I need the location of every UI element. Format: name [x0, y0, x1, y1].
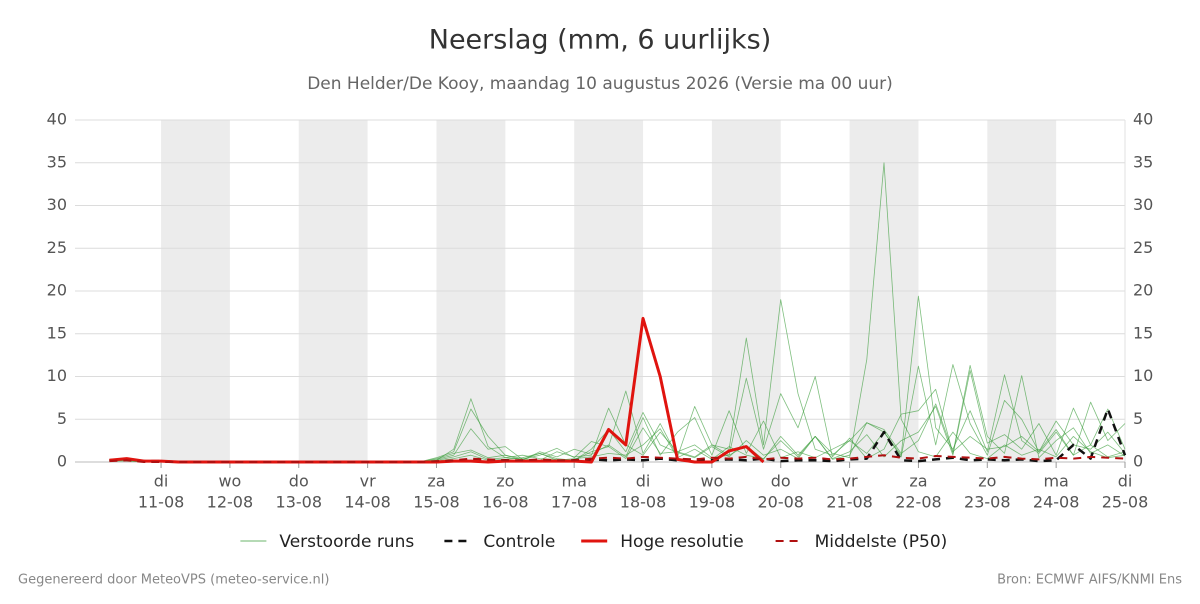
y-tick-label: 15 — [47, 323, 67, 342]
x-tick-day: ma — [1043, 472, 1068, 491]
x-tick-label: 16-08 — [482, 493, 529, 512]
x-tick-day: do — [289, 472, 309, 491]
x-tick-day: wo — [218, 472, 241, 491]
x-tick-label: 20-08 — [757, 493, 804, 512]
y2-tick-label: 0 — [1133, 452, 1143, 471]
x-tick-label: 25-08 — [1102, 493, 1149, 512]
chart-subtitle: Den Helder/De Kooy, maandag 10 augustus … — [307, 74, 893, 94]
x-tick-label: 24-08 — [1033, 493, 1080, 512]
x-tick-day: di — [1118, 472, 1133, 491]
legend-label: Verstoorde runs — [279, 532, 414, 552]
x-tick-label: 12-08 — [207, 493, 254, 512]
x-tick-label: 19-08 — [689, 493, 736, 512]
y2-tick-label: 40 — [1133, 110, 1153, 129]
y-tick-label: 5 — [57, 409, 67, 428]
x-tick-day: do — [771, 472, 791, 491]
x-tick-day: ma — [561, 472, 586, 491]
x-tick-label: 15-08 — [413, 493, 460, 512]
x-tick-label: 23-08 — [964, 493, 1011, 512]
legend-label: Hoge resolutie — [620, 532, 744, 552]
x-tick-day: za — [427, 472, 445, 491]
x-tick-label: 11-08 — [138, 493, 185, 512]
legend-label: Middelste (P50) — [815, 532, 948, 552]
y-tick-label: 10 — [47, 366, 67, 385]
footer-right: Bron: ECMWF AIFS/KNMI Ens — [997, 573, 1182, 588]
x-tick-label: 18-08 — [620, 493, 667, 512]
x-tick-day: vr — [842, 472, 858, 491]
x-tick-day: zo — [978, 472, 996, 491]
y-tick-label: 40 — [47, 110, 67, 129]
x-tick-label: 17-08 — [551, 493, 598, 512]
y-tick-label: 25 — [47, 238, 67, 257]
y2-tick-label: 25 — [1133, 238, 1153, 257]
y-tick-label: 35 — [47, 152, 67, 171]
x-tick-label: 14-08 — [344, 493, 391, 512]
x-tick-day: zo — [496, 472, 514, 491]
y2-tick-label: 10 — [1133, 366, 1153, 385]
footer-left: Gegenereerd door MeteoVPS (meteo-service… — [18, 573, 329, 588]
x-tick-day: di — [154, 472, 169, 491]
y-tick-label: 30 — [47, 195, 67, 214]
chart-title: Neerslag (mm, 6 uurlijks) — [429, 25, 771, 56]
y-tick-label: 20 — [47, 281, 67, 300]
y2-tick-label: 35 — [1133, 152, 1153, 171]
x-tick-day: wo — [700, 472, 723, 491]
x-tick-label: 21-08 — [826, 493, 873, 512]
y2-tick-label: 30 — [1133, 195, 1153, 214]
x-tick-day: di — [636, 472, 651, 491]
y2-tick-label: 15 — [1133, 323, 1153, 342]
x-tick-day: za — [909, 472, 927, 491]
series-line — [109, 454, 1126, 463]
y2-tick-label: 5 — [1133, 409, 1143, 428]
x-tick-day: vr — [360, 472, 376, 491]
y2-tick-label: 20 — [1133, 281, 1153, 300]
legend-label: Controle — [483, 532, 555, 552]
x-tick-label: 22-08 — [895, 493, 942, 512]
y-tick-label: 0 — [57, 452, 67, 471]
x-tick-label: 13-08 — [276, 493, 323, 512]
